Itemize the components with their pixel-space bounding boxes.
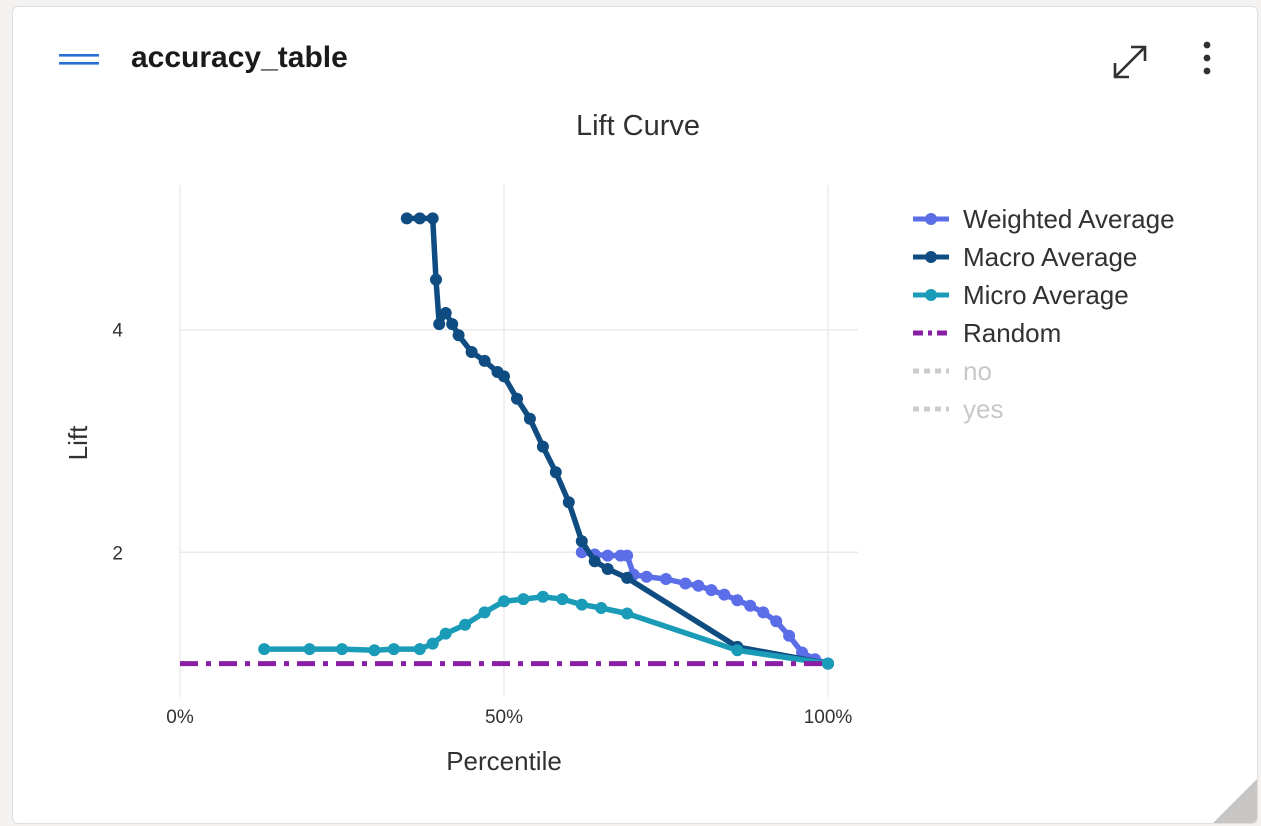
data-point-micro-average bbox=[413, 643, 426, 656]
data-point-weighted-average bbox=[705, 584, 718, 597]
chart-title: Lift Curve bbox=[576, 110, 700, 142]
data-point-weighted-average bbox=[601, 549, 614, 562]
legend-label-micro-average: Micro Average bbox=[963, 280, 1129, 310]
y-tick-label: 2 bbox=[112, 543, 123, 564]
data-point-micro-average bbox=[621, 607, 634, 620]
data-point-macro-average bbox=[433, 318, 446, 331]
legend-marker-micro-average bbox=[925, 289, 937, 301]
data-point-micro-average bbox=[303, 643, 316, 656]
data-point-macro-average bbox=[498, 370, 510, 383]
card-title: accuracy_table bbox=[131, 41, 348, 74]
data-point-macro-average bbox=[621, 571, 634, 584]
data-point-micro-average bbox=[258, 643, 271, 656]
data-point-weighted-average bbox=[757, 606, 770, 619]
data-point-micro-average bbox=[368, 644, 381, 657]
lift-curve-chart: Lift Curve 0% 50% 100% 2 4 Percentile Lift W… bbox=[63, 110, 1175, 776]
data-point-weighted-average bbox=[718, 588, 731, 601]
data-point-macro-average bbox=[400, 212, 413, 225]
legend-label-macro-average: Macro Average bbox=[963, 242, 1137, 272]
data-point-macro-average bbox=[439, 307, 452, 319]
data-point-micro-average bbox=[731, 644, 744, 657]
x-tick-label: 0% bbox=[166, 707, 194, 728]
x-axis-label: Percentile bbox=[446, 746, 562, 776]
data-point-macro-average bbox=[588, 555, 601, 568]
data-point-macro-average bbox=[413, 212, 426, 225]
data-point-weighted-average bbox=[744, 599, 757, 612]
card-header: accuracy_table bbox=[13, 7, 1257, 107]
data-point-weighted-average bbox=[679, 577, 692, 590]
data-point-micro-average bbox=[478, 606, 491, 619]
data-point-macro-average bbox=[511, 392, 523, 405]
axis-ticks: 0% 50% 100% 2 4 bbox=[112, 321, 852, 728]
data-point-micro-average bbox=[387, 643, 400, 656]
chart-card: accuracy_table Lift Curve 0% 50% 100% 2 4 Pe… bbox=[12, 6, 1258, 824]
data-point-macro-average bbox=[523, 412, 536, 425]
more-vertical-icon[interactable] bbox=[1195, 39, 1219, 79]
legend-label-no: no bbox=[963, 356, 992, 386]
data-point-macro-average bbox=[465, 346, 478, 358]
data-point-weighted-average bbox=[783, 629, 796, 642]
data-point-macro-average bbox=[549, 466, 562, 479]
data-point-micro-average bbox=[459, 618, 472, 631]
data-point-macro-average bbox=[575, 535, 588, 548]
data-point-weighted-average bbox=[660, 573, 672, 585]
legend-marker-macro-average bbox=[925, 251, 937, 263]
data-point-macro-average bbox=[446, 318, 459, 331]
data-point-micro-average bbox=[439, 627, 452, 640]
data-point-weighted-average bbox=[621, 549, 634, 562]
series-layer bbox=[180, 212, 834, 670]
data-point-macro-average bbox=[452, 329, 465, 342]
legend-marker-weighted-average bbox=[925, 213, 937, 225]
data-point-micro-average bbox=[517, 593, 530, 606]
data-point-micro-average bbox=[595, 602, 608, 614]
data-point-macro-average bbox=[601, 563, 614, 575]
data-point-macro-average bbox=[536, 440, 549, 453]
data-point-micro-average bbox=[336, 643, 348, 656]
legend: Weighted Average Macro Average Micro Avera… bbox=[913, 204, 1175, 424]
data-point-macro-average bbox=[478, 354, 491, 367]
data-point-micro-average bbox=[536, 590, 549, 603]
legend-label-yes: yes bbox=[963, 394, 1003, 424]
data-point-macro-average bbox=[430, 273, 442, 286]
x-tick-label: 100% bbox=[804, 707, 853, 728]
series-line-weighted-average bbox=[579, 549, 831, 667]
series-line-micro-average bbox=[261, 594, 831, 667]
data-point-weighted-average bbox=[640, 570, 653, 583]
data-point-weighted-average bbox=[692, 579, 705, 592]
legend-label-weighted-average: Weighted Average bbox=[963, 204, 1175, 234]
legend-label-random: Random bbox=[963, 318, 1061, 348]
data-point-micro-average bbox=[556, 593, 569, 606]
resize-grip-icon[interactable] bbox=[1213, 779, 1257, 823]
data-point-micro-average bbox=[426, 637, 439, 650]
gridlines bbox=[179, 185, 858, 697]
data-point-macro-average bbox=[426, 212, 439, 225]
x-tick-label: 50% bbox=[485, 707, 523, 728]
data-point-micro-average bbox=[498, 595, 510, 608]
y-axis-label: Lift bbox=[63, 425, 93, 460]
expand-icon[interactable] bbox=[1109, 41, 1151, 83]
series-line-macro-average bbox=[404, 215, 831, 667]
data-point-weighted-average bbox=[731, 594, 744, 607]
data-point-micro-average bbox=[575, 598, 588, 611]
hamburger-menu-icon[interactable] bbox=[59, 47, 103, 71]
data-point-weighted-average bbox=[770, 615, 783, 628]
data-point-macro-average bbox=[562, 496, 575, 509]
data-point-micro-average bbox=[822, 657, 834, 670]
y-tick-label: 4 bbox=[112, 321, 123, 342]
